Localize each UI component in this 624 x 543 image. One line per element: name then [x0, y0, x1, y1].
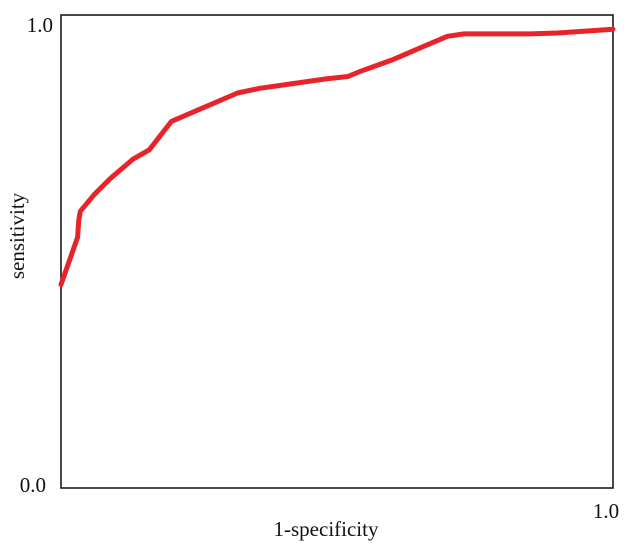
x-axis-label: 1-specificity — [274, 517, 379, 541]
x-tick-label-right: 1.0 — [593, 499, 619, 523]
y-tick-label-bottom: 0.0 — [20, 473, 46, 497]
y-axis-label: sensitivity — [5, 192, 29, 279]
y-tick-label-top: 1.0 — [27, 13, 53, 37]
plot-frame — [60, 14, 614, 489]
roc-curve — [58, 26, 616, 288]
